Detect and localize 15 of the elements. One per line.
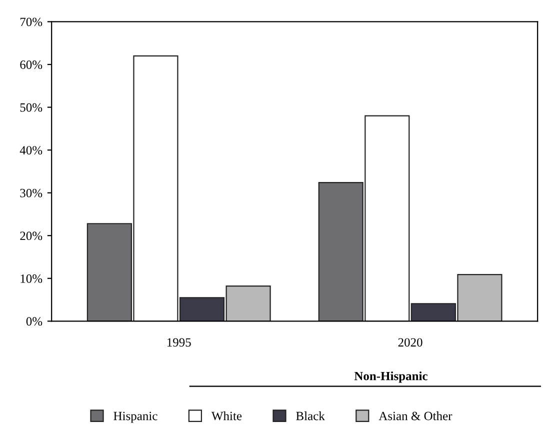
legend-label: Asian & Other (378, 411, 452, 420)
legend-label: Black (296, 411, 325, 420)
y-tick-label: 0% (26, 317, 42, 326)
legend-label: White (211, 411, 242, 420)
y-tick-label: 20% (20, 232, 42, 240)
legend-label: Hispanic (114, 412, 158, 423)
x-tick-label: 2020 (398, 338, 422, 347)
y-tick-label: 40% (20, 146, 42, 155)
x-tick-label: 1995 (167, 338, 191, 347)
y-tick-label: 60% (20, 60, 42, 69)
y-tick-label: 30% (20, 188, 42, 198)
y-tick-label: 10% (20, 274, 42, 283)
y-tick-label: 70% (20, 18, 42, 26)
legend-title: Non-Hispanic (354, 371, 428, 383)
y-tick-label: 50% (20, 103, 42, 112)
